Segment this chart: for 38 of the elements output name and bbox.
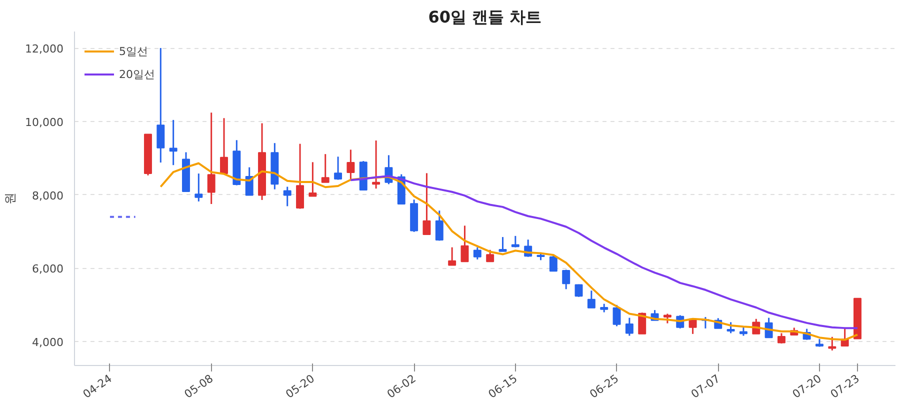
candlestick bbox=[473, 246, 482, 260]
candlestick bbox=[562, 268, 570, 290]
y-tick-label: 12,000 bbox=[25, 42, 64, 56]
candlestick bbox=[612, 304, 621, 327]
legend-label: 5일선 bbox=[119, 44, 148, 58]
y-tick-label: 8,000 bbox=[32, 189, 64, 202]
candlestick bbox=[194, 172, 203, 202]
candlestick bbox=[448, 246, 456, 266]
candlestick bbox=[296, 143, 304, 210]
y-axis-title: 원 bbox=[3, 192, 18, 204]
candlestick bbox=[435, 210, 444, 242]
candlestick bbox=[549, 254, 558, 272]
candlestick bbox=[663, 313, 672, 324]
candlestick bbox=[346, 148, 355, 180]
legend-label: 20일선 bbox=[119, 66, 155, 82]
y-tick-label: 10,000 bbox=[25, 116, 64, 129]
candlestick bbox=[511, 235, 520, 248]
candlestick bbox=[777, 332, 786, 344]
candlestick bbox=[220, 117, 228, 174]
candlestick bbox=[486, 249, 494, 262]
y-tick-label: 6,000 bbox=[32, 262, 64, 276]
chart-title: 60일 캔들 차트 bbox=[428, 8, 542, 26]
candlestick bbox=[308, 161, 317, 198]
y-tick-label: 4,000 bbox=[32, 336, 64, 350]
candlestick bbox=[334, 156, 342, 181]
candlestick bbox=[498, 236, 507, 252]
candlestick bbox=[460, 224, 469, 262]
candlestick bbox=[321, 153, 330, 184]
candlestick bbox=[372, 140, 380, 190]
candlestick bbox=[207, 112, 216, 205]
candlestick bbox=[422, 172, 431, 236]
candlestick bbox=[726, 321, 735, 334]
candlestick bbox=[283, 186, 292, 207]
candlestick bbox=[169, 119, 178, 166]
candlestick bbox=[625, 317, 634, 337]
candlestick bbox=[574, 284, 583, 298]
candlestick bbox=[156, 47, 165, 164]
candlestick bbox=[587, 290, 596, 309]
